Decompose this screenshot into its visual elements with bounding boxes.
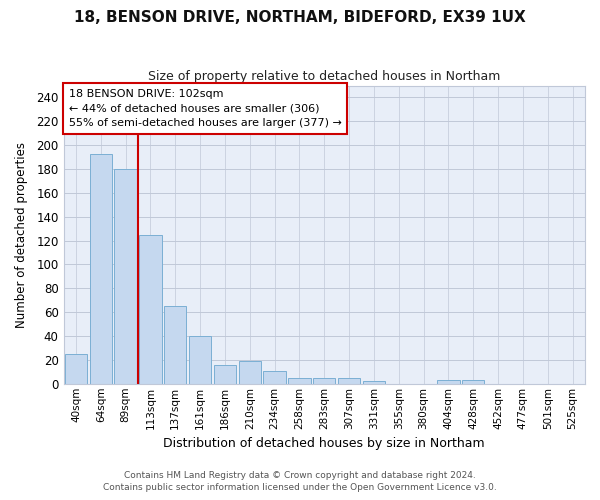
Bar [239, 361, 261, 384]
Text: 18 BENSON DRIVE: 102sqm
← 44% of detached houses are smaller (306)
55% of semi-d: 18 BENSON DRIVE: 102sqm ← 44% of detache… [69, 88, 341, 128]
Bar [164, 306, 187, 384]
Bar [363, 382, 385, 384]
Bar [437, 380, 460, 384]
Bar [263, 370, 286, 384]
Y-axis label: Number of detached properties: Number of detached properties [15, 142, 28, 328]
Bar [139, 234, 161, 384]
Bar [189, 336, 211, 384]
Bar [214, 364, 236, 384]
X-axis label: Distribution of detached houses by size in Northam: Distribution of detached houses by size … [163, 437, 485, 450]
Title: Size of property relative to detached houses in Northam: Size of property relative to detached ho… [148, 70, 500, 83]
Text: 18, BENSON DRIVE, NORTHAM, BIDEFORD, EX39 1UX: 18, BENSON DRIVE, NORTHAM, BIDEFORD, EX3… [74, 10, 526, 25]
Bar [338, 378, 360, 384]
Bar [288, 378, 311, 384]
Bar [115, 169, 137, 384]
Bar [65, 354, 87, 384]
Bar [313, 378, 335, 384]
Text: Contains HM Land Registry data © Crown copyright and database right 2024.
Contai: Contains HM Land Registry data © Crown c… [103, 471, 497, 492]
Bar [89, 154, 112, 384]
Bar [462, 380, 484, 384]
